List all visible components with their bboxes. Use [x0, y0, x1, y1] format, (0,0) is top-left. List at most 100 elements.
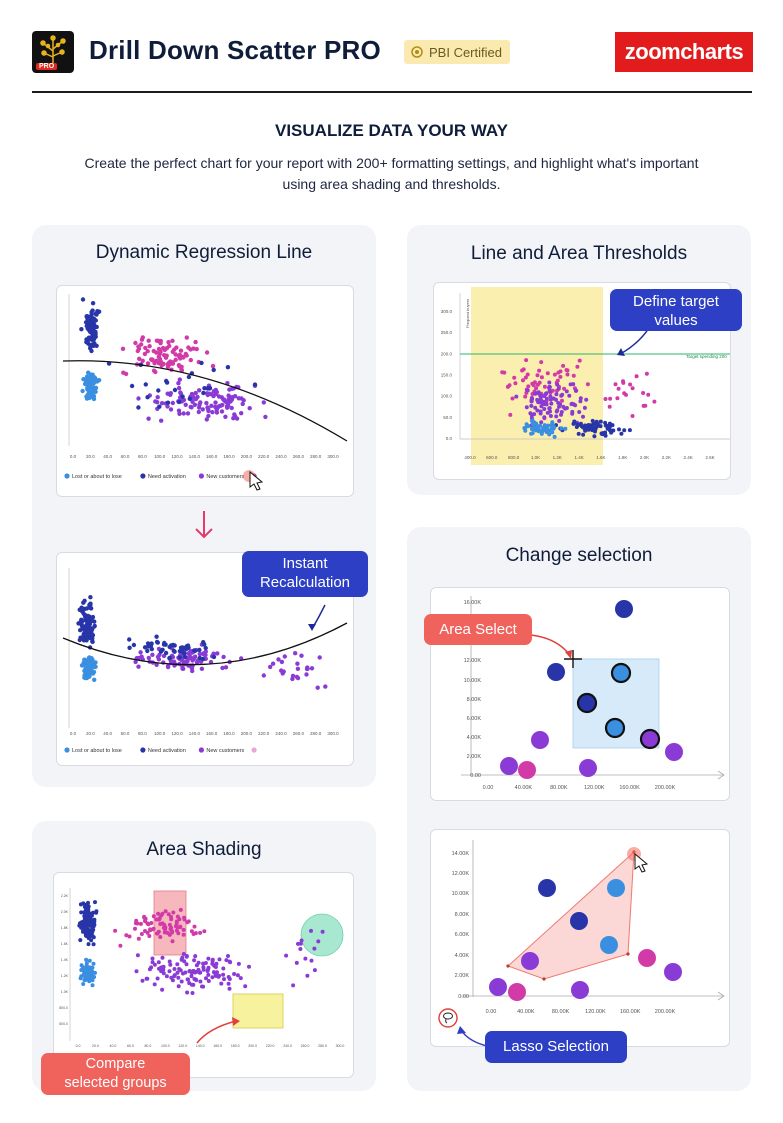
x-tick-label: 300.0 [327, 731, 339, 736]
data-point [247, 964, 251, 969]
x-tick-label: 2.6K [705, 455, 714, 460]
x-tick-label: 100.0 [161, 1044, 170, 1048]
data-point [628, 382, 633, 387]
data-point [174, 928, 179, 933]
data-point [537, 380, 542, 385]
data-point [134, 969, 139, 974]
data-point [87, 965, 92, 970]
data-point [214, 407, 219, 412]
data-point [192, 648, 197, 653]
data-point [165, 404, 170, 409]
data-point [83, 974, 88, 978]
x-tick-label: 120.0 [171, 454, 183, 459]
lasso-icon [445, 1018, 448, 1024]
data-point [276, 657, 281, 662]
data-point [576, 431, 581, 436]
data-point [204, 417, 209, 422]
data-point [89, 923, 93, 928]
data-point [598, 424, 603, 429]
data-point [190, 663, 195, 668]
data-point [622, 428, 627, 433]
data-point [91, 942, 96, 947]
data-point [170, 939, 175, 944]
x-tick-label: 2.4K [684, 455, 693, 460]
data-point [184, 335, 189, 340]
data-point [164, 974, 169, 979]
data-point [544, 402, 549, 407]
data-point [140, 978, 145, 983]
page-title: Drill Down Scatter PRO [89, 35, 381, 65]
data-point [185, 990, 190, 995]
data-point [556, 370, 561, 375]
data-point [630, 414, 635, 418]
data-point [571, 382, 576, 387]
data-point [226, 981, 231, 986]
scatter-plot: 2.2K 2.0K 1.8K 1.6K 1.4K 1.2K 1.0K 800.0 600.0 0.… [59, 888, 344, 1048]
data-point [167, 969, 172, 974]
data-point [156, 911, 161, 916]
data-point [235, 973, 240, 978]
shaded-area [232, 993, 284, 1029]
data-point [571, 421, 576, 426]
data-point [93, 664, 98, 669]
data-point [172, 643, 177, 648]
data-point [552, 372, 557, 377]
data-point [92, 324, 98, 329]
data-point [192, 924, 197, 929]
data-point [182, 917, 187, 922]
data-point [170, 400, 175, 406]
data-point [78, 938, 83, 943]
data-point [85, 387, 90, 392]
y-tick-label: 600.0 [59, 1022, 68, 1026]
data-point [189, 405, 194, 410]
data-point [79, 663, 85, 668]
data-point [548, 414, 553, 418]
data-point [85, 929, 90, 934]
data-point [594, 423, 599, 427]
data-point [298, 947, 303, 951]
data-point [202, 386, 207, 391]
y-tick-label: 1.6K [61, 942, 69, 946]
x-tick-label: 160.00K [619, 785, 640, 791]
x-tick-label: 100.0 [154, 454, 166, 459]
data-point [154, 931, 159, 936]
data-point [578, 399, 583, 404]
data-point [177, 353, 183, 358]
data-point [532, 425, 537, 430]
data-point [187, 969, 192, 973]
data-point [236, 396, 241, 401]
data-point [87, 320, 93, 325]
data-point [190, 991, 195, 995]
data-point [540, 428, 545, 433]
data-point [295, 661, 300, 666]
bubble [638, 949, 656, 967]
data-point [630, 386, 635, 391]
area-shading-chart: 2.2K 2.0K 1.8K 1.6K 1.4K 1.2K 1.0K 800.0 600.0 0.… [53, 872, 354, 1078]
data-point [197, 388, 202, 393]
data-point [90, 380, 95, 386]
data-point [149, 641, 154, 646]
data-point [167, 932, 172, 937]
shaded-area [300, 913, 344, 957]
thresholds-panel: Line and Area Thresholds Frequent buyers… [407, 225, 751, 495]
data-point [149, 646, 154, 652]
data-point [156, 354, 161, 359]
data-point [155, 395, 160, 400]
data-point [127, 934, 132, 939]
data-point [547, 385, 551, 390]
data-point [279, 659, 285, 665]
data-point [165, 400, 171, 405]
data-point [206, 979, 211, 983]
x-tick-label: 200.0 [241, 731, 253, 736]
data-point [146, 338, 151, 343]
data-point [652, 399, 657, 404]
data-point [93, 970, 97, 975]
bubble-plot: 14.00K 12.00K 10.00K 8.00K 6.00K 4.00K 2.00K 0.… [438, 840, 725, 1046]
data-point [88, 595, 93, 600]
data-point [93, 311, 99, 316]
data-point [170, 349, 175, 354]
data-point [195, 394, 200, 400]
data-point [106, 361, 112, 366]
data-point [168, 643, 174, 648]
data-point [160, 987, 165, 992]
